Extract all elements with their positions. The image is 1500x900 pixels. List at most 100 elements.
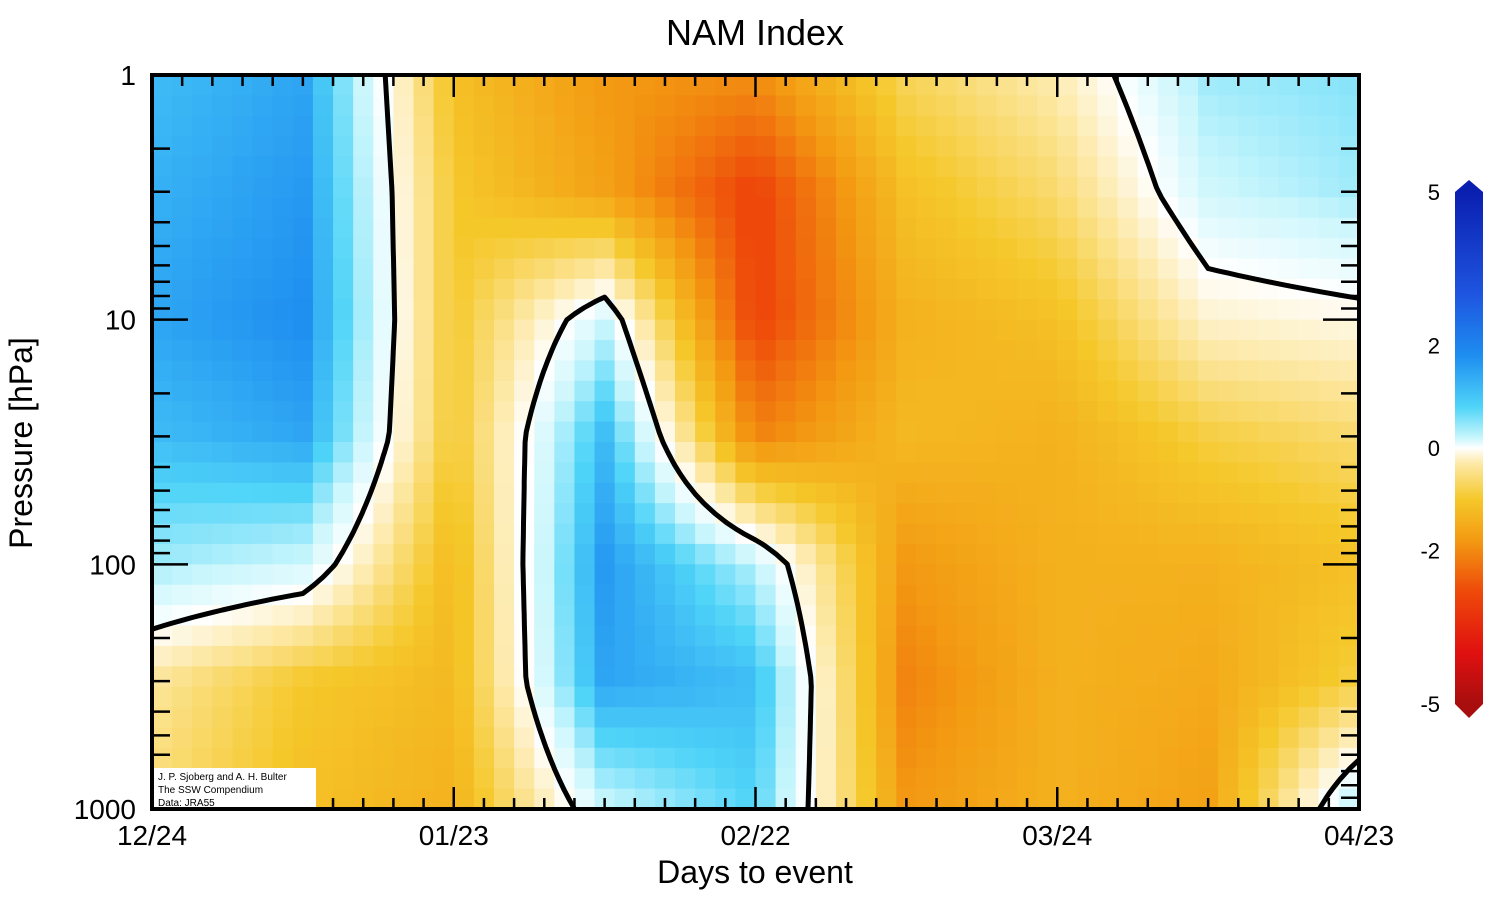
nam-cell	[996, 115, 1018, 137]
nam-cell	[1097, 115, 1119, 137]
nam-cell	[413, 340, 435, 362]
nam-cell	[634, 340, 656, 362]
nam-cell	[735, 258, 757, 280]
nam-cell	[1298, 686, 1320, 708]
nam-cell	[916, 360, 938, 382]
nam-cell	[996, 462, 1018, 484]
nam-cell	[1218, 299, 1239, 321]
nam-cell	[1157, 258, 1179, 280]
nam-cell	[1097, 462, 1119, 484]
nam-cell	[312, 217, 334, 239]
nam-cell	[252, 421, 274, 443]
nam-cell	[1017, 380, 1038, 402]
nam-cell	[1177, 727, 1199, 749]
nam-cell	[1077, 340, 1099, 362]
nam-cell	[292, 238, 314, 260]
nam-cell	[554, 442, 576, 463]
nam-cell	[876, 380, 897, 402]
nam-cell	[1278, 380, 1300, 402]
nam-cell	[1157, 319, 1179, 341]
nam-cell	[212, 584, 234, 606]
nam-cell	[896, 238, 918, 260]
nam-cell	[1258, 503, 1280, 525]
nam-cell	[976, 503, 998, 525]
nam-cell	[856, 707, 877, 729]
nam-cell	[1258, 176, 1280, 198]
nam-cell	[353, 136, 374, 158]
nam-cell	[292, 421, 314, 443]
nam-cell	[1298, 197, 1320, 219]
nam-cell	[212, 727, 234, 749]
nam-cell	[936, 156, 958, 178]
nam-cell	[1198, 238, 1219, 260]
nam-cell	[996, 543, 1018, 565]
nam-cell	[272, 666, 294, 688]
nam-cell	[936, 217, 958, 239]
nam-cell	[1258, 564, 1280, 586]
nam-cell	[1037, 788, 1058, 809]
nam-cell	[936, 605, 958, 627]
nam-cell	[675, 176, 696, 198]
nam-cell	[1057, 564, 1078, 586]
nam-cell	[172, 584, 193, 606]
nam-cell	[534, 768, 555, 790]
nam-cell	[775, 156, 797, 178]
nam-cell	[353, 686, 374, 708]
nam-cell	[1137, 401, 1159, 423]
nam-cell	[1198, 136, 1219, 158]
nam-cell	[1077, 727, 1099, 749]
nam-cell	[735, 278, 757, 300]
credit-data: Data: JRA55	[158, 798, 215, 809]
nam-cell	[1177, 625, 1199, 647]
nam-cell	[896, 421, 918, 443]
nam-cell	[574, 503, 596, 525]
nam-cell	[373, 360, 394, 382]
nam-cell	[212, 217, 234, 239]
x-tick-label: 01/23	[419, 820, 489, 851]
nam-cell	[614, 564, 636, 586]
nam-cell	[1318, 462, 1340, 484]
nam-cell	[373, 197, 394, 219]
nam-cell	[1318, 625, 1340, 647]
nam-cell	[172, 747, 193, 769]
nam-cell	[353, 340, 374, 362]
nam-cell	[232, 564, 254, 586]
nam-cell	[755, 666, 777, 688]
nam-cell	[815, 768, 837, 790]
nam-cell	[1258, 360, 1280, 382]
nam-cell	[1037, 278, 1058, 300]
nam-cell	[815, 788, 837, 809]
nam-cell	[453, 319, 475, 341]
nam-cell	[835, 442, 857, 463]
nam-cell	[473, 319, 495, 341]
nam-cell	[654, 523, 676, 545]
nam-cell	[594, 238, 616, 260]
nam-cell	[1157, 666, 1179, 688]
nam-cell	[554, 115, 576, 137]
nam-cell	[956, 605, 978, 627]
nam-cell	[192, 278, 213, 300]
nam-cell	[1298, 258, 1320, 280]
nam-cell	[152, 258, 173, 280]
nam-cell	[252, 340, 274, 362]
nam-cell	[1318, 217, 1340, 239]
nam-cell	[333, 156, 354, 178]
nam-cell	[1177, 584, 1199, 606]
nam-cell	[594, 523, 616, 545]
nam-cell	[152, 299, 173, 321]
nam-cell	[1198, 768, 1219, 790]
nam-cell	[1117, 340, 1139, 362]
nam-cell	[815, 442, 837, 463]
x-tick-label: 02/22	[720, 820, 790, 851]
nam-cell	[1298, 238, 1320, 260]
nam-cell	[795, 442, 817, 463]
nam-cell	[1137, 645, 1159, 667]
nam-cell	[735, 156, 757, 178]
nam-cell	[715, 564, 736, 586]
nam-cell	[715, 238, 736, 260]
nam-cell	[574, 75, 596, 96]
nam-cell	[1177, 401, 1199, 423]
nam-cell	[856, 442, 877, 463]
nam-cell	[1037, 176, 1058, 198]
nam-cell	[1057, 462, 1078, 484]
